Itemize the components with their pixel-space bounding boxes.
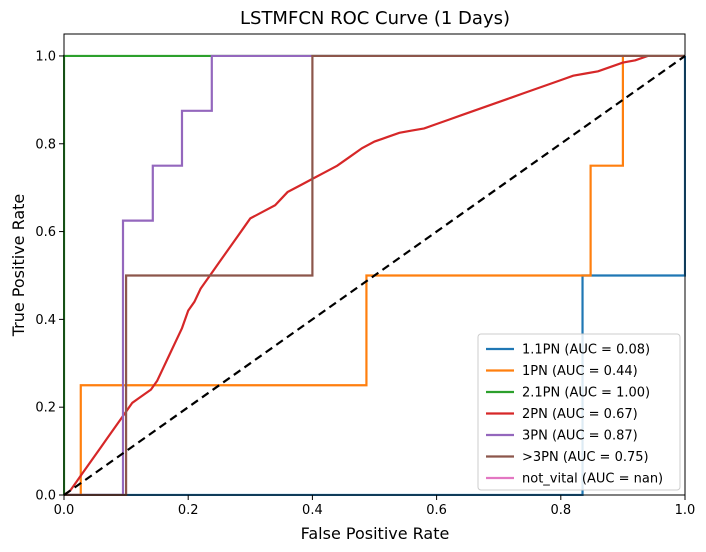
reference-diagonal-line xyxy=(63,55,686,496)
y-axis-title: True Positive Rate xyxy=(9,194,28,338)
x-tick-label: 0.2 xyxy=(178,503,199,518)
x-axis-title: False Positive Rate xyxy=(301,524,450,543)
x-tick-label: 0.0 xyxy=(54,503,75,518)
y-tick-label: 0.6 xyxy=(35,225,56,240)
series-line-1 xyxy=(64,54,685,496)
x-tick-label: 0.6 xyxy=(426,503,447,518)
y-tick-label: 0.4 xyxy=(35,313,56,328)
legend-label: 1.1PN (AUC = 0.08) xyxy=(522,343,650,358)
x-axis: 0.0 0.2 0.4 0.6 0.8 1.0 xyxy=(54,495,696,518)
legend-label: not_vital (AUC = nan) xyxy=(522,472,663,487)
axes-frame xyxy=(63,33,686,496)
x-tick-label: 0.8 xyxy=(550,503,571,518)
chart-title: LSTMFCN ROC Curve (1 Days) xyxy=(240,8,510,29)
y-tick-label: 0.2 xyxy=(35,401,56,416)
legend-label: >3PN (AUC = 0.75) xyxy=(522,450,649,465)
legend-box xyxy=(477,333,681,491)
y-tick-label: 0.0 xyxy=(35,489,56,504)
series-line-4 xyxy=(64,54,685,496)
legend-label: 1PN (AUC = 0.44) xyxy=(522,364,638,379)
legend-label: 2PN (AUC = 0.67) xyxy=(522,407,638,422)
legend-label: 3PN (AUC = 0.87) xyxy=(522,429,638,444)
series-line-3 xyxy=(63,54,649,496)
x-tick-label: 1.0 xyxy=(675,503,696,518)
y-axis: 0.0 0.2 0.4 0.6 0.8 1.0 xyxy=(35,49,64,504)
y-tick-label: 0.8 xyxy=(35,137,56,152)
y-tick-label: 1.0 xyxy=(35,49,56,64)
legend: 1.1PN (AUC = 0.08) 1PN (AUC = 0.44) 2.1PN … xyxy=(477,333,681,491)
legend-label: 2.1PN (AUC = 1.00) xyxy=(522,386,650,401)
x-tick-label: 0.4 xyxy=(302,503,323,518)
